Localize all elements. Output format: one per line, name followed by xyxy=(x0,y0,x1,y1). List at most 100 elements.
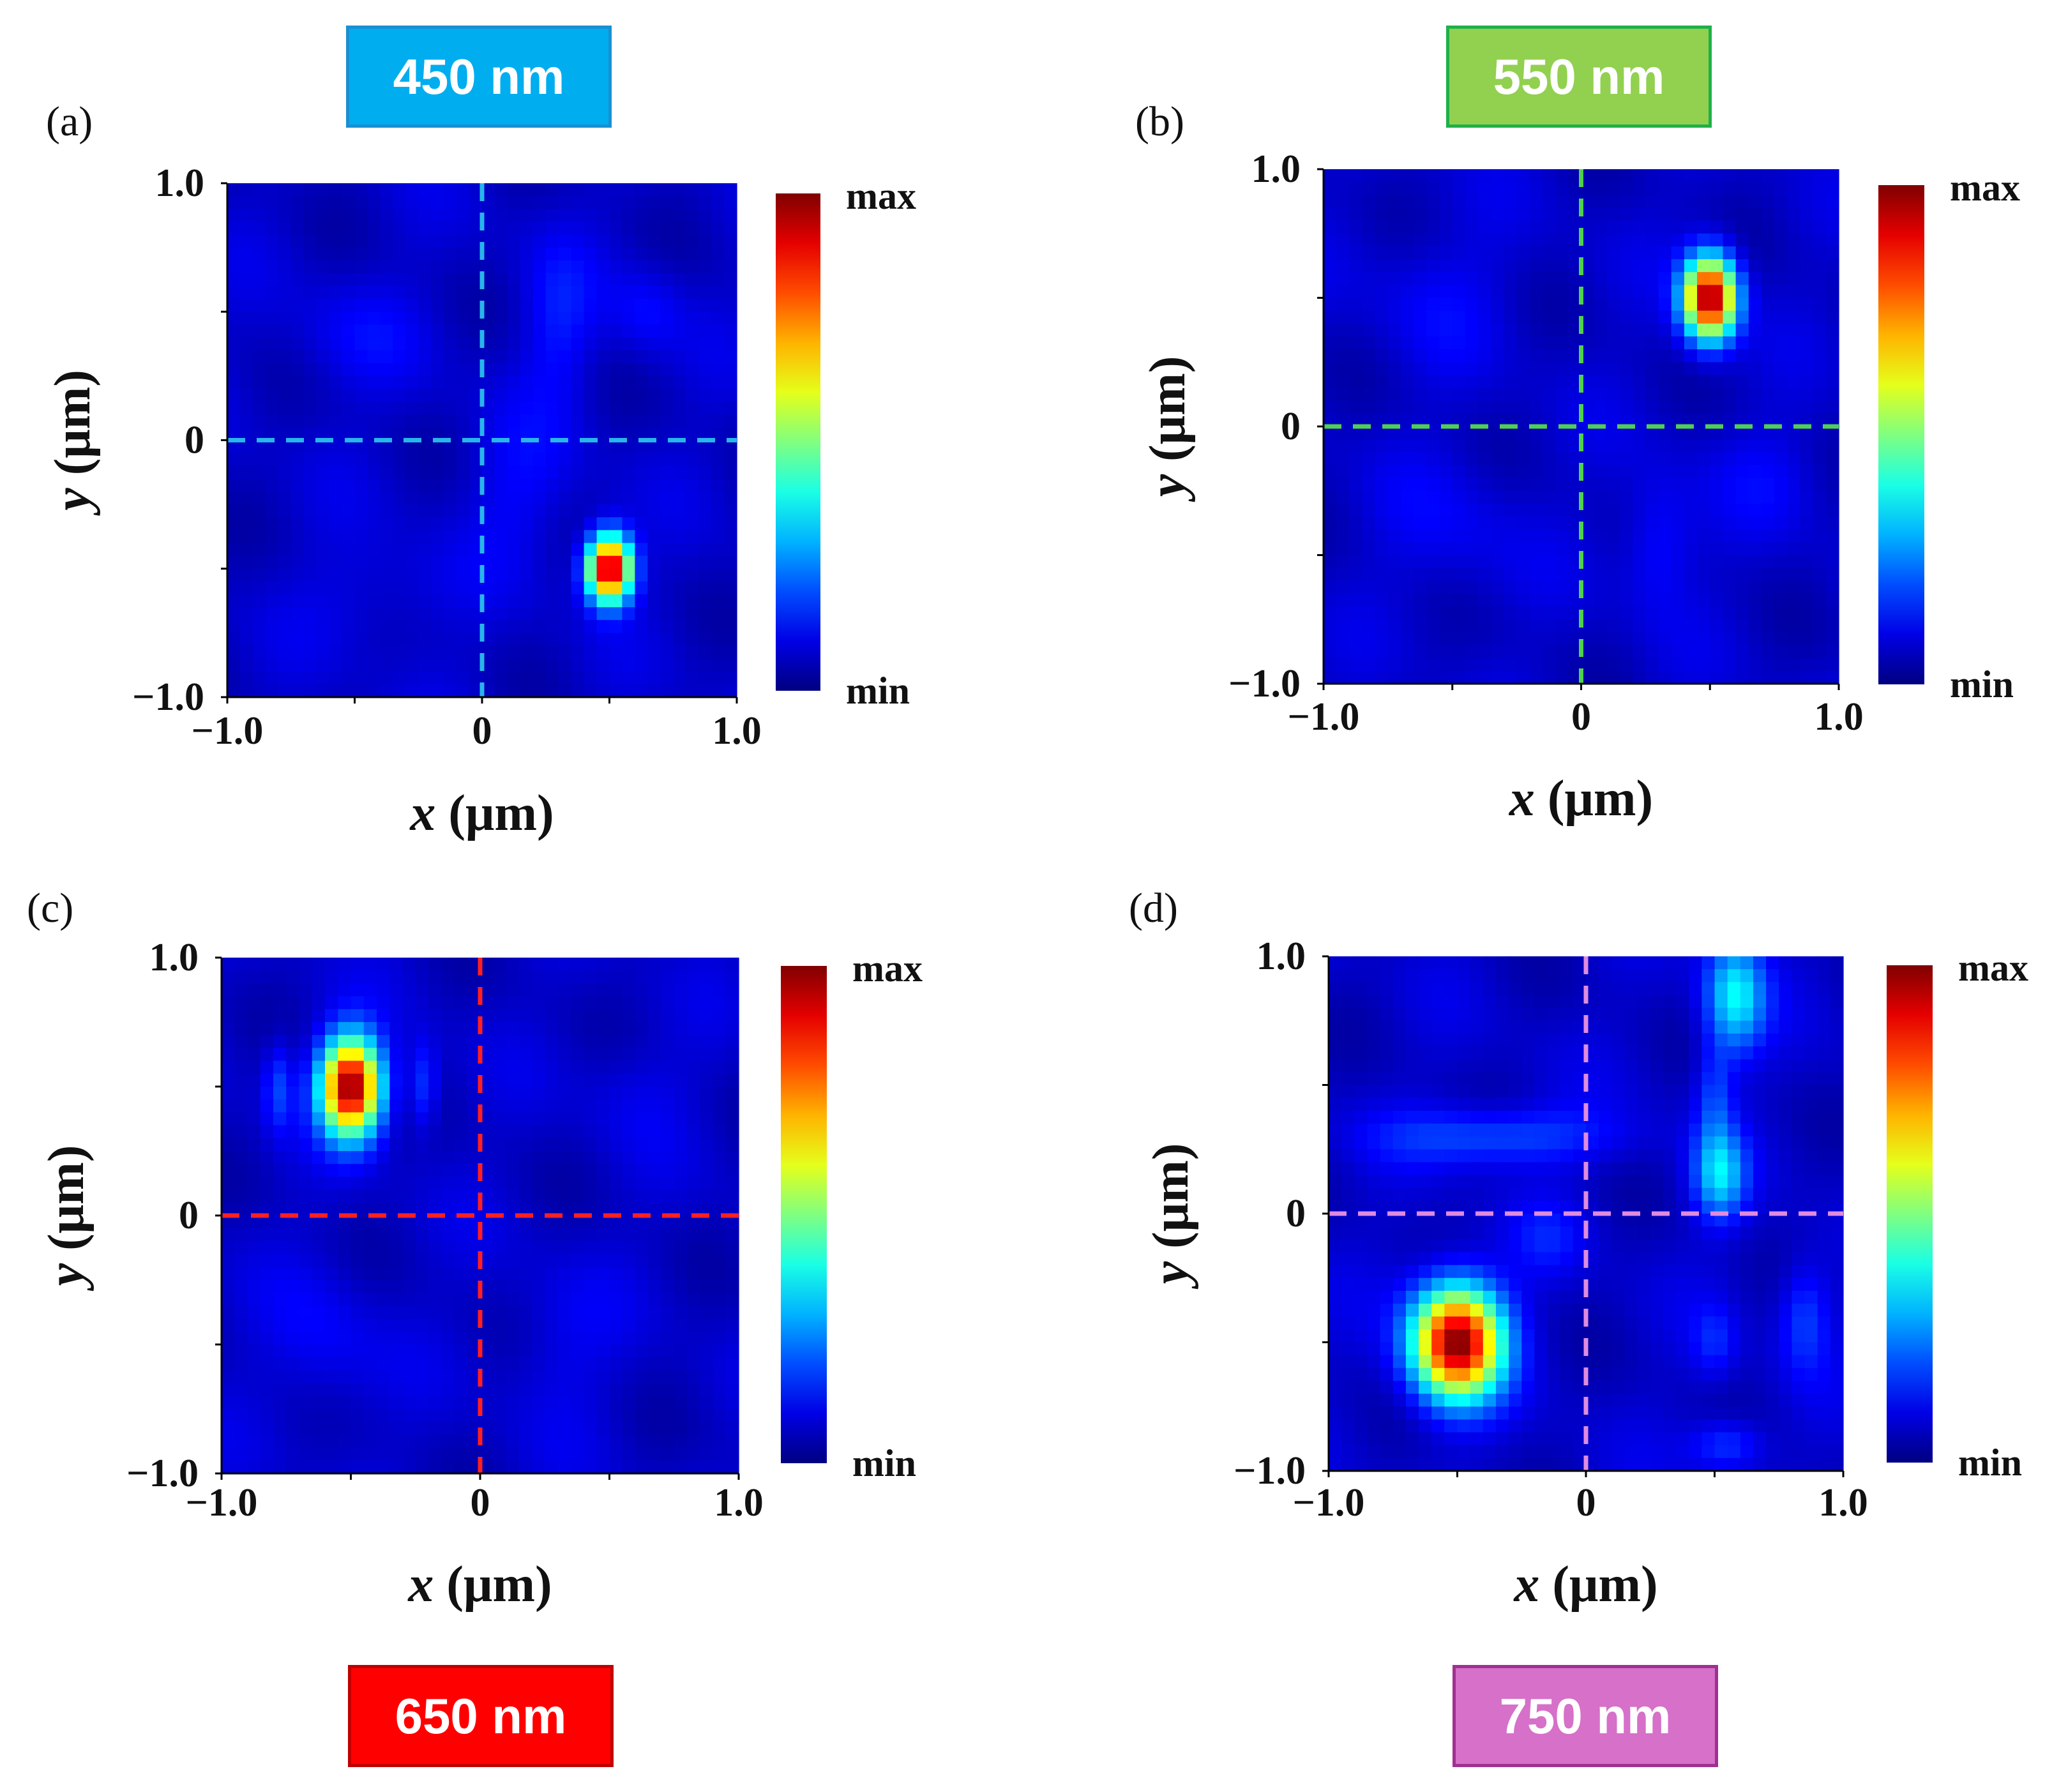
heatmap-cell xyxy=(291,543,305,557)
heatmap-cell xyxy=(227,183,241,197)
heatmap-cell xyxy=(609,234,623,248)
heatmap-cell xyxy=(711,273,725,287)
heatmap-cell xyxy=(482,453,495,467)
heatmap-cell xyxy=(291,658,305,672)
heatmap-cell xyxy=(234,1035,248,1048)
heatmap-cell xyxy=(367,196,381,209)
colorbar-min-label: min xyxy=(846,670,910,712)
heatmap-cell xyxy=(532,1422,545,1435)
panel-label: (c) xyxy=(27,885,73,931)
heatmap-cell xyxy=(1697,323,1710,337)
heatmap-cell xyxy=(1401,645,1414,659)
heatmap-cell xyxy=(1547,956,1561,970)
heatmap-cell xyxy=(661,1331,675,1345)
heatmap-cell xyxy=(312,1073,326,1087)
heatmap-cell xyxy=(418,234,432,248)
heatmap-cell xyxy=(1658,439,1672,453)
heatmap-cell xyxy=(1375,645,1389,659)
heatmap-cell xyxy=(467,1370,481,1384)
heatmap-cell xyxy=(299,1409,313,1422)
heatmap-cell xyxy=(291,555,305,569)
heatmap-cell xyxy=(1414,323,1427,337)
heatmap-cell xyxy=(405,350,419,364)
heatmap-cell xyxy=(380,427,393,441)
heatmap-cell xyxy=(724,658,737,672)
heatmap-cell xyxy=(661,1306,675,1320)
heatmap-cell xyxy=(711,260,725,274)
heatmap-cell xyxy=(338,1280,352,1293)
heatmap-cell xyxy=(596,402,610,415)
heatmap-cell xyxy=(518,1396,532,1410)
heatmap-cell xyxy=(1645,375,1659,389)
heatmap-cell xyxy=(635,633,648,647)
heatmap-cell xyxy=(558,465,572,479)
heatmap-cell xyxy=(380,620,393,633)
heatmap-cell xyxy=(1697,439,1710,453)
heatmap-cell xyxy=(520,363,534,377)
heatmap-cell xyxy=(609,1202,623,1216)
heatmap-cell xyxy=(351,1202,365,1216)
heatmap-cell xyxy=(1555,568,1569,582)
heatmap-cell xyxy=(661,1241,675,1255)
heatmap-cell xyxy=(1504,426,1518,440)
heatmap-cell xyxy=(299,1396,313,1410)
heatmap-cell xyxy=(1606,658,1620,672)
heatmap-cell xyxy=(596,1396,610,1410)
heatmap-cell xyxy=(1800,478,1814,492)
heatmap-cell xyxy=(1555,413,1569,427)
panel-label: (a) xyxy=(46,98,93,145)
heatmap-cell xyxy=(363,970,377,984)
heatmap-cell xyxy=(260,1087,274,1100)
heatmap-cell xyxy=(222,1099,235,1113)
heatmap-cell xyxy=(265,645,279,659)
heatmap-cell xyxy=(700,1112,714,1126)
heatmap-cell xyxy=(1723,542,1737,556)
heatmap-cell xyxy=(661,1318,675,1332)
heatmap-cell xyxy=(1529,452,1543,466)
heatmap-cell xyxy=(252,453,266,467)
heatmap-cell xyxy=(1787,285,1801,299)
heatmap-cell xyxy=(622,414,635,428)
heatmap-cell xyxy=(389,1216,404,1229)
heatmap-cell xyxy=(1504,272,1518,285)
heatmap-cell xyxy=(635,1228,649,1242)
heatmap-cell xyxy=(260,1422,274,1435)
heatmap-cell xyxy=(351,1228,365,1242)
heatmap-cell xyxy=(312,1383,326,1397)
heatmap-cell xyxy=(454,1293,468,1306)
heatmap-cell xyxy=(532,594,547,608)
heatmap-cell xyxy=(467,1138,481,1152)
heatmap-cell xyxy=(1594,388,1608,402)
heatmap-cell xyxy=(428,1409,442,1422)
heatmap-cell xyxy=(415,1035,429,1048)
heatmap-cell xyxy=(622,671,635,685)
heatmap-cell xyxy=(532,273,547,287)
heatmap-cell xyxy=(545,363,559,377)
heatmap-cell xyxy=(239,337,253,351)
heatmap-cell xyxy=(1658,233,1672,247)
x-axis-title: x (μm) xyxy=(1509,771,1653,827)
heatmap-cell xyxy=(1452,568,1466,582)
heatmap-cell xyxy=(687,1151,700,1164)
heatmap-cell xyxy=(571,568,585,582)
heatmap-cell xyxy=(687,1370,700,1384)
heatmap-cell xyxy=(316,427,330,441)
heatmap-cell xyxy=(1478,426,1491,440)
heatmap-cell xyxy=(493,1060,507,1074)
heatmap-cell xyxy=(570,1254,584,1268)
heatmap-cell xyxy=(239,555,253,569)
heatmap-cell xyxy=(431,453,444,467)
heatmap-cell xyxy=(635,402,648,415)
heatmap-cell xyxy=(700,1035,714,1048)
heatmap-cell xyxy=(493,1344,507,1358)
heatmap-cell xyxy=(418,427,432,441)
heatmap-cell xyxy=(1529,310,1543,324)
heatmap-cell xyxy=(457,209,470,222)
heatmap-cell xyxy=(342,402,356,415)
heatmap-cell xyxy=(444,324,457,338)
heatmap-cell xyxy=(342,671,356,685)
heatmap-cell xyxy=(571,312,585,325)
heatmap-cell xyxy=(1324,619,1337,633)
heatmap-cell xyxy=(1723,645,1737,659)
heatmap-cell xyxy=(299,970,313,984)
